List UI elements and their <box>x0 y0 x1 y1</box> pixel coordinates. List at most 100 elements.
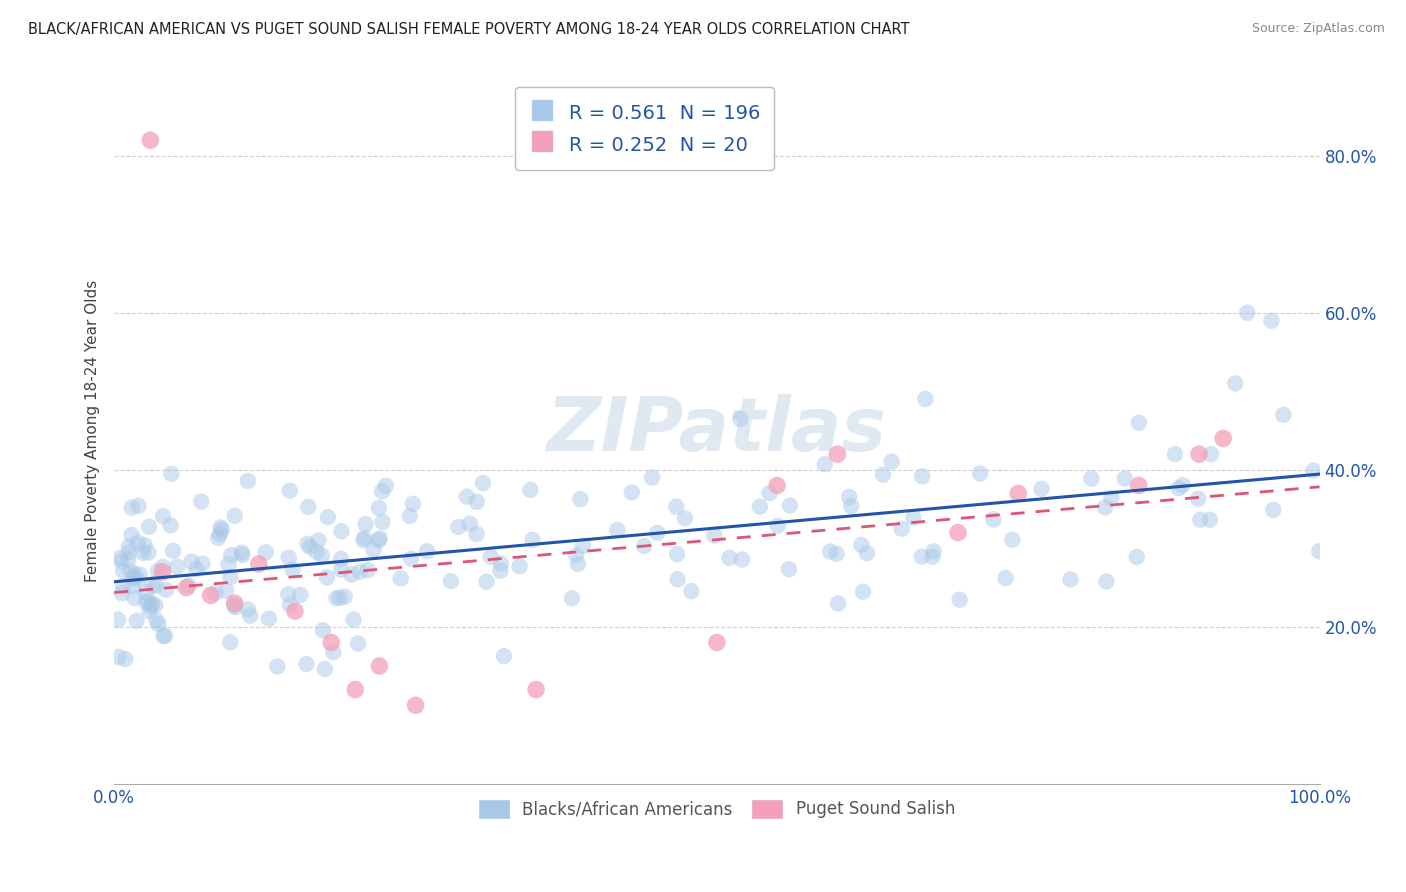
Point <box>112 579 135 593</box>
Text: ZIPatlas: ZIPatlas <box>547 394 887 467</box>
Point <box>620 485 643 500</box>
Point <box>307 533 329 548</box>
Point <box>204 586 226 600</box>
Point <box>333 590 356 604</box>
Point <box>120 565 142 579</box>
Point <box>127 499 149 513</box>
Point <box>371 515 394 529</box>
Point <box>368 532 391 546</box>
Point <box>231 548 253 562</box>
Point <box>191 557 214 571</box>
Point <box>352 533 374 548</box>
Point <box>1187 491 1209 506</box>
Point <box>152 559 174 574</box>
Point <box>312 624 335 638</box>
Point <box>141 598 163 612</box>
Point <box>132 546 155 560</box>
Point <box>124 591 146 606</box>
Point <box>1094 500 1116 515</box>
Point <box>139 599 162 614</box>
Point <box>159 518 181 533</box>
Point <box>145 579 167 593</box>
Point <box>368 659 391 673</box>
Point <box>374 479 396 493</box>
Point <box>399 551 422 566</box>
Point <box>1128 416 1150 430</box>
Point <box>342 613 364 627</box>
Point <box>1128 478 1150 492</box>
Point <box>330 524 353 539</box>
Point <box>353 531 375 545</box>
Point <box>479 549 502 564</box>
Point <box>340 567 363 582</box>
Point <box>311 549 333 563</box>
Point <box>567 557 589 571</box>
Point <box>152 509 174 524</box>
Point <box>344 682 367 697</box>
Point <box>880 455 903 469</box>
Point <box>247 557 270 571</box>
Point <box>134 538 156 552</box>
Point <box>827 597 849 611</box>
Point <box>1031 482 1053 496</box>
Point <box>1114 471 1136 485</box>
Point <box>207 531 229 545</box>
Point <box>633 539 655 553</box>
Point <box>389 572 412 586</box>
Point <box>117 540 139 554</box>
Point <box>316 570 339 584</box>
Point <box>121 500 143 515</box>
Point <box>838 490 860 504</box>
Point <box>305 545 328 559</box>
Point <box>399 509 422 524</box>
Point <box>367 533 389 548</box>
Point <box>215 584 238 599</box>
Point <box>666 547 689 561</box>
Point <box>946 525 969 540</box>
Point <box>456 490 478 504</box>
Point <box>641 470 664 484</box>
Point <box>321 635 343 649</box>
Point <box>121 579 143 593</box>
Point <box>766 518 789 533</box>
Point <box>1199 447 1222 461</box>
Point <box>1236 306 1258 320</box>
Point <box>236 474 259 488</box>
Point <box>914 392 936 406</box>
Point <box>349 565 371 579</box>
Point <box>295 657 318 672</box>
Point <box>224 508 246 523</box>
Point <box>124 567 146 582</box>
Point <box>160 467 183 481</box>
Point <box>219 548 242 562</box>
Point <box>329 552 352 566</box>
Point <box>1302 464 1324 478</box>
Point <box>471 476 494 491</box>
Point <box>354 517 377 532</box>
Point <box>145 613 167 627</box>
Point <box>1188 447 1211 461</box>
Point <box>492 649 515 664</box>
Point <box>162 544 184 558</box>
Point <box>138 604 160 618</box>
Point <box>949 592 972 607</box>
Point <box>117 552 139 566</box>
Point <box>458 516 481 531</box>
Point <box>681 584 703 599</box>
Point <box>138 519 160 533</box>
Point <box>114 652 136 666</box>
Point <box>146 564 169 578</box>
Point <box>1001 533 1024 547</box>
Point <box>152 629 174 643</box>
Point <box>211 523 233 537</box>
Point <box>222 599 245 613</box>
Point <box>371 484 394 499</box>
Point <box>569 491 592 506</box>
Point <box>522 533 544 547</box>
Point <box>703 529 725 543</box>
Point <box>1095 574 1118 589</box>
Point <box>322 645 344 659</box>
Point <box>1099 491 1122 505</box>
Text: Source: ZipAtlas.com: Source: ZipAtlas.com <box>1251 22 1385 36</box>
Point <box>135 585 157 599</box>
